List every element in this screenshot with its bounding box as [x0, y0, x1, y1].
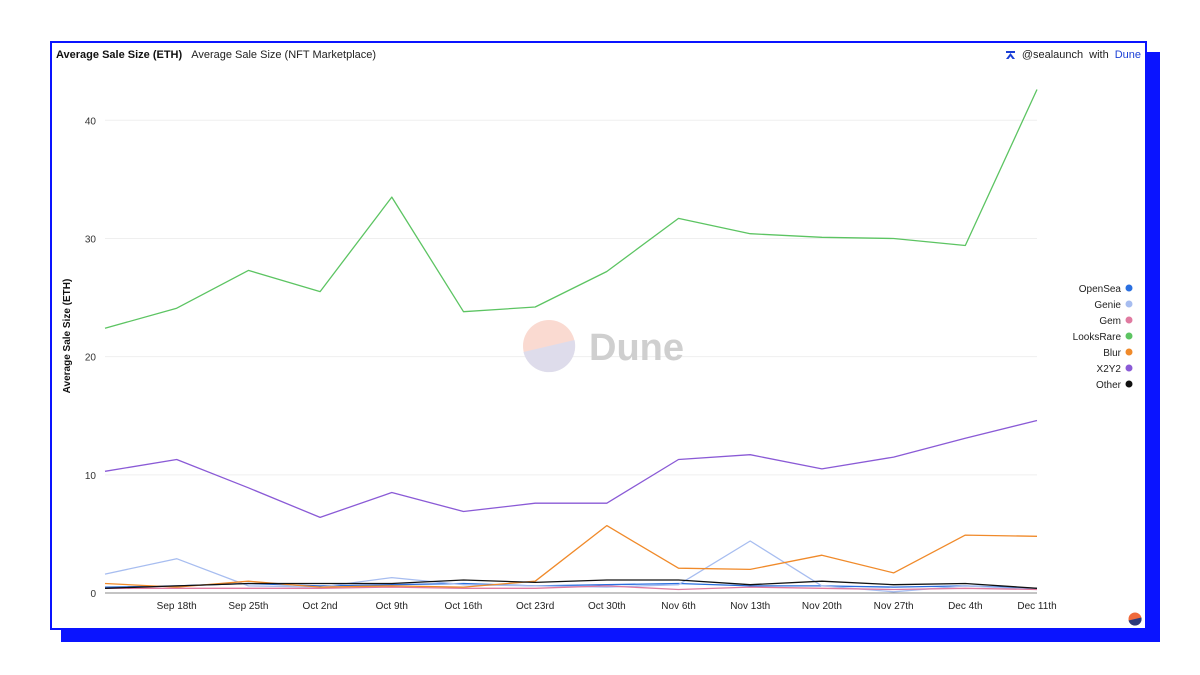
legend-label[interactable]: Blur: [1103, 348, 1121, 359]
line-chart: 0 10 20 30 40 Sep 18th Sep 25th Oct 2nd Oct 9th O…: [62, 89, 1133, 612]
series-line-looksrare[interactable]: [104, 89, 1038, 329]
credit-handle[interactable]: @sealaunch: [1021, 49, 1084, 61]
series-line-gem[interactable]: [105, 585, 1038, 591]
legend-dot: [1125, 348, 1133, 356]
x-tick-label: Oct 16th: [445, 601, 483, 612]
y-tick-label: 40: [85, 116, 97, 127]
y-tick-label: 30: [85, 234, 97, 245]
dune-watermark-text: Dune: [589, 327, 684, 369]
x-tick-label: Oct 30th: [588, 601, 626, 612]
chart-title: Average Sale Size (ETH): [56, 49, 183, 61]
legend-dot: [1125, 300, 1133, 308]
x-tick-label: Oct 2nd: [303, 601, 338, 612]
x-tick-label: Nov 20th: [802, 601, 842, 612]
y-axis-label: Average Sale Size (ETH): [62, 279, 73, 394]
chart-header: Average Sale Size (ETH) Average Sale Siz…: [56, 49, 376, 61]
chart-card: Average Sale Size (ETH) Average Sale Siz…: [50, 41, 1147, 630]
legend-label[interactable]: Gem: [1099, 316, 1121, 327]
legend-dot: [1125, 284, 1133, 292]
x-tick-label: Sep 18th: [157, 601, 197, 612]
credit-brand[interactable]: Dune: [1114, 49, 1141, 61]
y-tick-label: 0: [90, 589, 96, 600]
credit[interactable]: @sealaunch with Dune: [1005, 49, 1141, 61]
x-tick-label: Nov 13th: [730, 601, 770, 612]
x-tick-label: Dec 4th: [948, 601, 982, 612]
legend-dot: [1125, 364, 1133, 372]
legend-label[interactable]: LooksRare: [1073, 332, 1122, 343]
legend-dot: [1125, 380, 1133, 388]
x-tick-label: Oct 9th: [376, 601, 408, 612]
legend-dot: [1125, 332, 1133, 340]
x-tick-label: Sep 25th: [228, 601, 268, 612]
series-line-other[interactable]: [104, 579, 1038, 589]
y-tick-label: 10: [85, 471, 97, 482]
x-tick-label: Nov 27th: [874, 601, 914, 612]
legend-label[interactable]: Other: [1096, 380, 1122, 391]
series-line-x2y2[interactable]: [104, 419, 1038, 519]
legend-label[interactable]: X2Y2: [1097, 364, 1122, 375]
chart-subtitle: Average Sale Size (NFT Marketplace): [191, 49, 377, 61]
series-line-blur[interactable]: [104, 524, 1038, 588]
sealaunch-logo-icon: [1005, 50, 1015, 59]
legend-label[interactable]: Genie: [1094, 300, 1121, 311]
legend-dot: [1125, 316, 1133, 324]
legend-label[interactable]: OpenSea: [1079, 284, 1122, 295]
y-tick-label: 20: [85, 353, 97, 364]
dune-watermark-shade: [523, 340, 576, 373]
dune-logo-icon[interactable]: [1128, 612, 1142, 626]
x-tick-label: Oct 23rd: [516, 601, 554, 612]
x-tick-label: Nov 6th: [661, 601, 695, 612]
credit-with: with: [1089, 49, 1109, 61]
x-tick-label: Dec 11th: [1017, 601, 1056, 612]
